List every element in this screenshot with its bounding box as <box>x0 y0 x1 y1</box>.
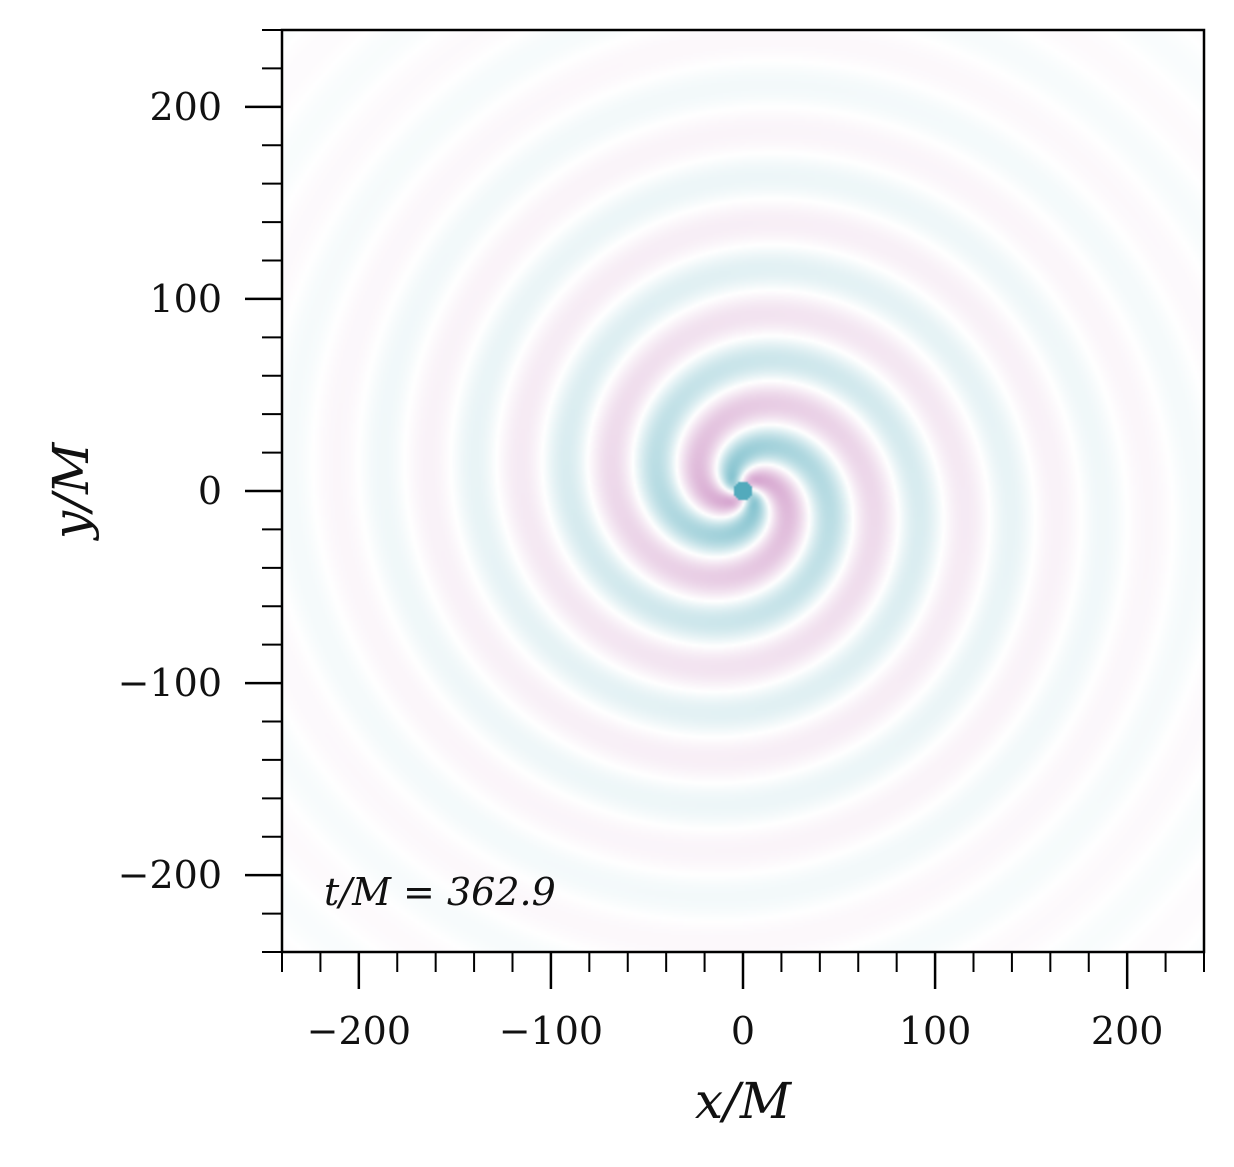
heatmap-field <box>282 30 1204 952</box>
y-tick-label: 200 <box>149 85 222 129</box>
x-tick-labels: −200 −100 0 100 200 <box>307 1009 1164 1053</box>
x-tick-label: −200 <box>307 1009 411 1053</box>
time-annotation: t/M = 362.9 <box>324 870 556 914</box>
y-tick-labels: −200 −100 0 100 200 <box>118 85 222 897</box>
x-tick-label: −100 <box>499 1009 603 1053</box>
y-tick-label: −100 <box>118 661 222 705</box>
major-ticks <box>245 105 1129 989</box>
y-tick-label: −200 <box>118 853 222 897</box>
x-tick-label: 200 <box>1091 1009 1164 1053</box>
x-tick-label: 100 <box>899 1009 972 1053</box>
plot-area <box>282 30 1204 952</box>
plot-frame <box>280 28 1206 954</box>
x-axis-label: x/M <box>695 1072 793 1130</box>
y-tick-label: 100 <box>149 277 222 321</box>
minor-ticks <box>262 29 1205 972</box>
x-tick-label: 0 <box>731 1009 755 1053</box>
y-tick-label: 0 <box>198 469 222 513</box>
y-axis-label: y/M <box>42 441 100 541</box>
